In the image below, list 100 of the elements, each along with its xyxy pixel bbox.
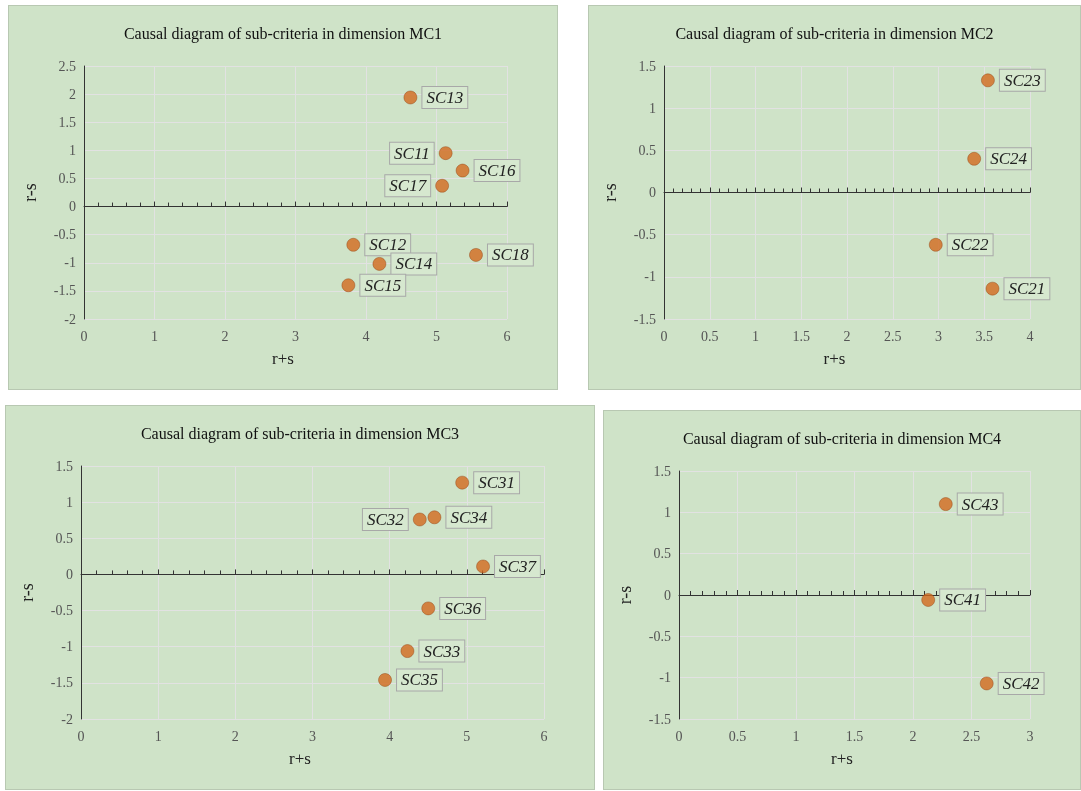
y-tick-label: 0.5: [638, 142, 656, 158]
y-axis-title: r-s: [17, 583, 37, 602]
x-tick-label: 1: [792, 728, 800, 744]
x-tick-label: 6: [503, 328, 511, 344]
y-tick-label: -1: [61, 639, 73, 655]
annotation: SC13: [426, 87, 464, 107]
point: [929, 238, 943, 252]
y-tick-label: 1.5: [638, 58, 656, 74]
y-tick-label: 1: [649, 100, 656, 116]
chart-title: Causal diagram of sub-criteria in dimension MC3: [140, 424, 460, 443]
y-tick-label: 0: [69, 199, 76, 215]
x-tick-label: 4: [362, 328, 370, 344]
y-tick-label: -1: [659, 670, 671, 686]
x-tick-label: 0: [675, 728, 683, 744]
point: [427, 510, 442, 525]
y-tick-label: -1: [64, 255, 76, 271]
x-tick-label: 1: [154, 728, 162, 744]
annotation: SC33: [423, 641, 461, 661]
y-tick-label: 1: [69, 142, 76, 158]
annotation: SC15: [364, 275, 402, 295]
point: [346, 238, 361, 252]
annotation: SC31: [478, 473, 516, 493]
point: [378, 673, 392, 687]
annotation: SC11: [394, 143, 430, 163]
x-tick-label: 0.5: [728, 728, 747, 744]
annotation: SC16: [478, 161, 516, 181]
point: [421, 601, 435, 616]
point: [438, 146, 453, 160]
annotation: SC43: [961, 494, 999, 514]
annotation: SC14: [395, 254, 433, 274]
point: [400, 644, 415, 658]
x-tick-label: 2: [221, 328, 229, 344]
x-tick-label: 6: [540, 728, 548, 744]
annotation: SC21: [1008, 279, 1046, 299]
y-tick-label: -1.5: [648, 711, 671, 727]
x-axis-title: r+s: [289, 749, 311, 768]
x-tick-label: 3.5: [975, 328, 993, 344]
x-tick-label: 3: [292, 328, 299, 344]
y-tick-label: -0.5: [50, 603, 73, 619]
chart-title: Causal diagram of sub-criteria in dimension MC2: [675, 24, 994, 43]
annotation: SC36: [444, 598, 482, 618]
x-tick-label: 5: [463, 728, 471, 744]
x-tick-label: 3: [309, 728, 316, 744]
y-tick-label: 0.5: [58, 170, 76, 186]
annotation: SC24: [990, 149, 1028, 169]
annotation: SC42: [1002, 673, 1041, 693]
x-tick-label: 2: [843, 328, 851, 344]
point: [921, 593, 935, 607]
x-axis-title: r+s: [272, 349, 294, 368]
y-tick-label: -2: [61, 711, 73, 727]
x-tick-label: 3: [935, 328, 942, 344]
y-tick-label: -0.5: [53, 227, 76, 243]
y-tick-label: -1.5: [633, 311, 656, 327]
x-tick-label: 2.5: [884, 328, 902, 344]
x-tick-label: 5: [433, 328, 440, 344]
annotation: SC41: [944, 590, 982, 610]
y-axis-title: r-s: [615, 585, 635, 605]
y-tick-label: 0: [649, 185, 656, 200]
y-tick-label: 1: [66, 494, 73, 510]
annotation: SC37: [499, 556, 538, 576]
y-tick-label: 1: [664, 504, 671, 520]
y-tick-label: 0: [664, 587, 671, 603]
point: [967, 152, 981, 166]
annotation: SC22: [951, 235, 990, 255]
y-tick-label: 2.5: [58, 58, 76, 74]
point: [403, 90, 418, 105]
x-tick-label: 2: [909, 728, 917, 744]
point: [413, 512, 427, 527]
y-tick-label: 0.5: [653, 546, 671, 562]
x-tick-label: 4: [1026, 328, 1034, 344]
chart-title: Causal diagram of sub-criteria in dimension MC4: [682, 429, 1002, 448]
x-axis-title: r+s: [823, 349, 846, 368]
y-tick-label: -1.5: [53, 283, 76, 299]
x-tick-label: 2.5: [962, 728, 981, 744]
x-tick-label: 4: [386, 728, 394, 744]
y-tick-label: 1.5: [58, 114, 76, 130]
x-axis-title: r+s: [831, 749, 853, 768]
annotation: SC35: [401, 670, 438, 690]
x-tick-label: 3: [1026, 728, 1034, 744]
annotation: SC12: [369, 235, 407, 255]
annotation: SC18: [491, 245, 530, 265]
y-tick-label: 0.5: [55, 530, 73, 546]
x-tick-label: 0.5: [701, 328, 719, 344]
point: [469, 248, 483, 262]
x-tick-label: 2: [231, 728, 239, 744]
x-tick-label: 0: [80, 328, 88, 344]
y-tick-label: -2: [64, 311, 76, 327]
point: [985, 281, 1000, 296]
y-axis-title: r-s: [600, 183, 620, 202]
x-tick-label: 1: [752, 328, 759, 344]
point: [435, 179, 449, 193]
y-tick-label: -0.5: [648, 628, 671, 644]
point: [455, 475, 469, 490]
y-tick-label: -0.5: [633, 227, 656, 243]
point: [372, 257, 387, 271]
point: [939, 497, 953, 511]
point: [979, 676, 994, 691]
point: [981, 73, 995, 88]
x-tick-label: 1: [151, 328, 158, 344]
y-axis-title: r-s: [20, 183, 40, 202]
